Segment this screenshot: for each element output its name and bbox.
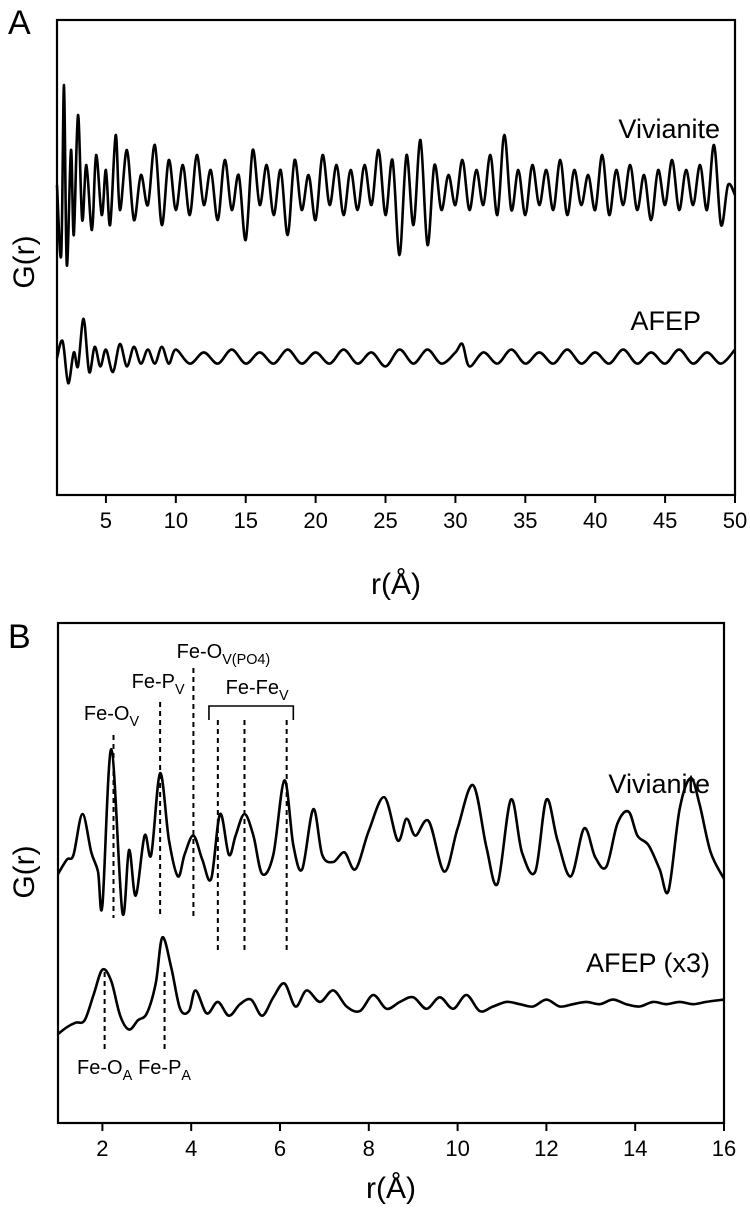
panel-a-x-tick-label: 45 [653, 508, 677, 533]
annotation-label: Fe-FeV [226, 677, 289, 704]
panel-b: B G(r) r(Å) 2 4 6 8 10 12 14 16 Fe-OVFe-PVFe-OV… [8, 618, 736, 1205]
panel-a-x-tick-label: 15 [233, 508, 257, 533]
panel-b-x-tick-label: 10 [445, 1136, 469, 1161]
panel-b-series [56, 747, 726, 1036]
panel-b-series-line-afep [57, 936, 725, 1036]
panel-a-series-label-afep: AFEP [630, 306, 701, 336]
annotation-label: Fe-OV [84, 703, 140, 730]
panel-b-x-tick-label: 6 [274, 1136, 286, 1161]
fe-fe-bracket [208, 705, 295, 720]
panel-b-series-label-afep: AFEP (x3) [586, 948, 710, 978]
panel-b-x-tick-label: 16 [712, 1136, 736, 1161]
panel-a-x-tick-label: 20 [303, 508, 327, 533]
panel-b-x-tick-label: 14 [623, 1136, 647, 1161]
panel-b-x-axis-label: r(Å) [366, 1172, 416, 1205]
panel-a: A G(r) r(Å) 5 10 15 20 25 30 35 40 45 50 Vivianit… [8, 4, 747, 601]
panel-b-series-label-vivianite: Vivianite [608, 769, 710, 799]
panel-a-x-tick-label: 40 [583, 508, 607, 533]
annotation-label: Fe-PV [132, 671, 185, 698]
panel-a-series-line-afep [55, 317, 736, 385]
panel-b-frame [56, 621, 726, 1125]
panel-b-x-tick-label: 12 [534, 1136, 558, 1161]
panel-b-series-line-vivianite [56, 747, 726, 917]
panel-b-x-tick-label: 8 [363, 1136, 375, 1161]
panel-a-letter: A [8, 4, 31, 42]
panel-a-x-tick-label: 30 [443, 508, 467, 533]
panel-a-x-tick-label: 50 [723, 508, 747, 533]
panel-b-x-ticks: 2 4 6 8 10 12 14 16 [96, 1123, 736, 1161]
panel-b-letter: B [8, 618, 31, 656]
panel-a-x-tick-label: 35 [513, 508, 537, 533]
panel-a-x-ticks: 5 10 15 20 25 30 35 40 45 50 [100, 495, 747, 533]
panel-b-annotations: Fe-OV Fe-PV Fe-OV(PO4) Fe-FeV Fe-OA Fe-PA [77, 641, 295, 1084]
panel-a-y-axis-label: G(r) [8, 235, 41, 288]
panel-a-series-label-vivianite: Vivianite [618, 114, 720, 144]
panel-a-x-tick-label: 10 [164, 508, 188, 533]
panel-a-x-axis-label: r(Å) [371, 568, 421, 601]
panel-a-x-tick-label: 25 [373, 508, 397, 533]
annotation-label: Fe-OA [77, 1057, 133, 1084]
annotation-label: Fe-PA [138, 1057, 191, 1084]
panel-a-x-tick-label: 5 [100, 508, 112, 533]
panel-a-frame [55, 18, 737, 497]
annotation-label: Fe-OV(PO4) [177, 641, 271, 668]
panel-a-series [55, 83, 737, 385]
panel-b-x-tick-label: 4 [185, 1136, 197, 1161]
panel-b-y-axis-label: G(r) [8, 845, 41, 898]
panel-b-x-tick-label: 2 [96, 1136, 108, 1161]
panel-a-series-line-vivianite [55, 83, 737, 267]
